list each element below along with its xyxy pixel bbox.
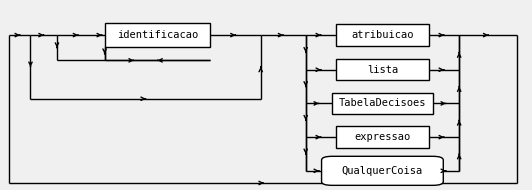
FancyBboxPatch shape bbox=[336, 24, 429, 46]
FancyBboxPatch shape bbox=[105, 23, 211, 47]
Text: atribuicao: atribuicao bbox=[351, 30, 414, 40]
Text: identificacao: identificacao bbox=[117, 30, 198, 40]
FancyBboxPatch shape bbox=[336, 126, 429, 148]
FancyBboxPatch shape bbox=[336, 59, 429, 81]
Text: QualquerCoisa: QualquerCoisa bbox=[342, 166, 423, 176]
Text: expressao: expressao bbox=[354, 132, 411, 142]
FancyBboxPatch shape bbox=[321, 156, 443, 185]
FancyBboxPatch shape bbox=[332, 93, 433, 114]
Text: lista: lista bbox=[367, 65, 398, 75]
Text: TabelaDecisoes: TabelaDecisoes bbox=[339, 98, 426, 108]
